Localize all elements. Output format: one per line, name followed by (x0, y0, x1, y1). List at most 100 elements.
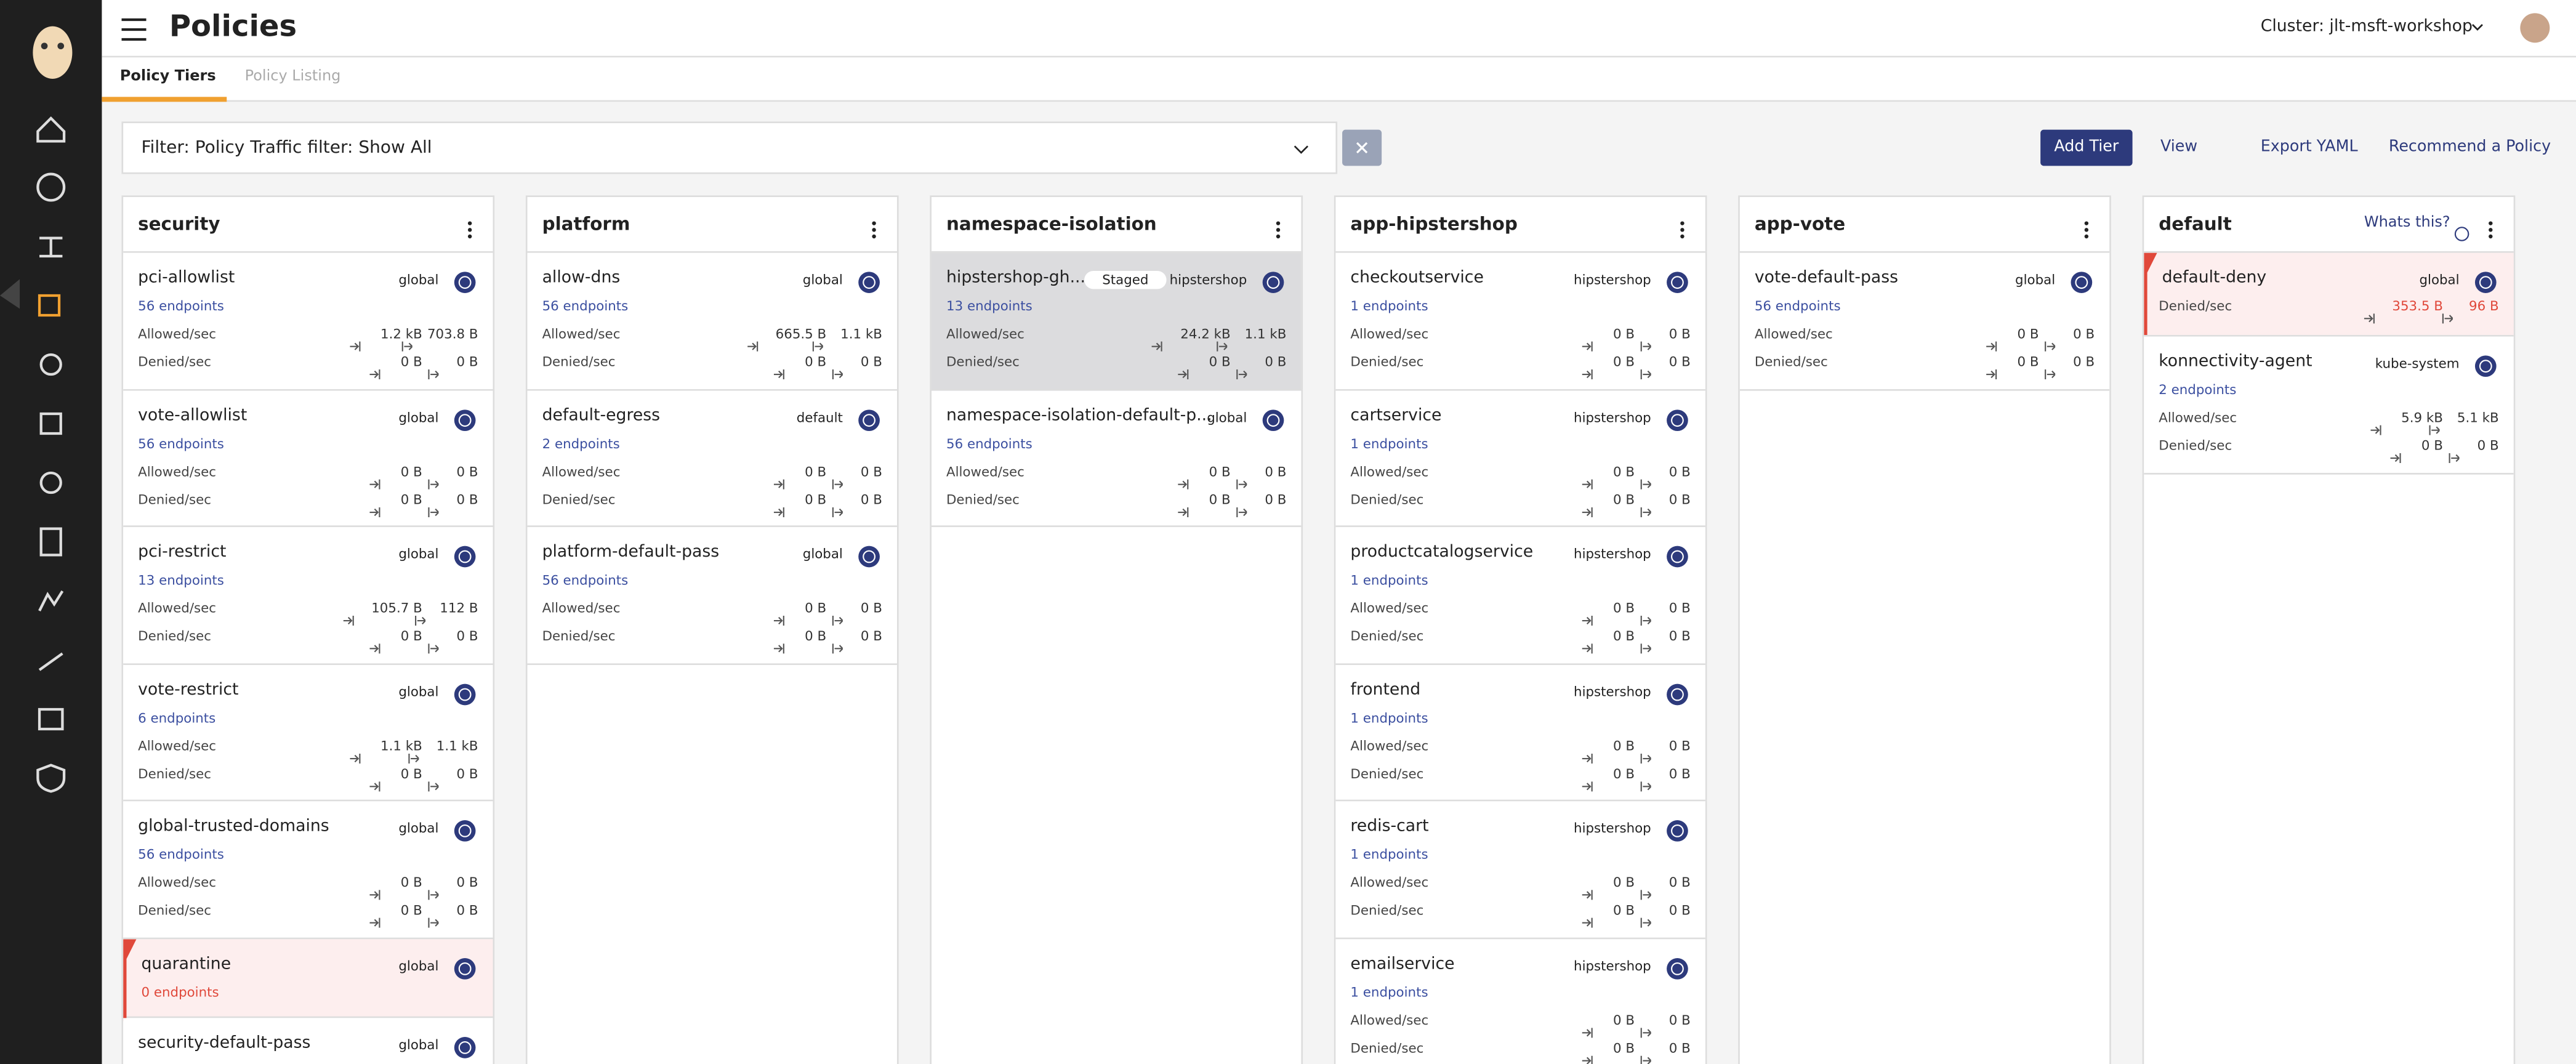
policy-card[interactable]: global-trusted-domains global 56 endpoints… (123, 801, 493, 939)
policy-scope: hipstershop (1574, 272, 1651, 288)
stat-out: 1.1 kB (1244, 326, 1287, 342)
policy-card[interactable]: quarantine global 0 endpoints (123, 938, 493, 1021)
endpoints-link[interactable]: 13 endpoints (138, 573, 224, 588)
nav-endpoints[interactable] (39, 412, 62, 435)
policy-card[interactable]: allow-dns global 56 endpoints Allowed/sec 66… (527, 252, 897, 390)
policy-card[interactable]: pci-allowlist global 56 endpoints Allowed/s… (123, 252, 493, 390)
help-icon (2454, 217, 2469, 241)
stat-out: 0 B (1668, 326, 1691, 342)
endpoints-link[interactable]: 1 endpoints (1350, 984, 1428, 999)
endpoints-link[interactable]: 2 endpoints (542, 436, 620, 451)
policy-card[interactable]: vote-allowlist global 56 endpoints Allowed/… (123, 390, 493, 528)
export-yaml[interactable]: Export YAML (2260, 138, 2358, 156)
nav-security[interactable] (36, 764, 66, 793)
tier-menu (2083, 215, 2090, 239)
cluster-caret (2471, 24, 2483, 31)
stat-label: Allowed/sec (1350, 875, 1429, 890)
endpoints-link[interactable]: 1 endpoints (1350, 573, 1428, 588)
endpoints-link[interactable]: 56 endpoints (542, 573, 629, 588)
policy-card[interactable]: platform-default-pass global 56 endpoints A… (527, 527, 897, 664)
nav-home[interactable] (36, 116, 66, 143)
add-tier-button[interactable]: Add Tier (2040, 129, 2133, 166)
policy-card[interactable]: default-egress default 2 endpoints Allowed/… (527, 390, 897, 528)
nav-alerts[interactable] (38, 652, 63, 671)
scope-icon (2474, 353, 2497, 377)
cluster-select[interactable]: Cluster: jlt-msft-workshop (2260, 18, 2473, 36)
in-icon (1582, 768, 1596, 791)
endpoints-link[interactable]: 56 endpoints (1754, 299, 1841, 314)
menu-button[interactable] (121, 18, 148, 41)
policy-card[interactable]: vote-restrict global 6 endpoints Allowed/se… (123, 664, 493, 802)
endpoints-link[interactable]: 56 endpoints (138, 299, 224, 314)
policy-card[interactable]: default-deny global Denied/sec 353.5 B 96 B (2144, 252, 2514, 337)
nav-nodes[interactable] (39, 471, 62, 494)
endpoints-link[interactable]: 56 endpoints (138, 436, 224, 451)
stat-out: 703.8 B (427, 326, 478, 342)
stat-label: Denied/sec (2159, 438, 2232, 454)
nav-network[interactable] (39, 353, 62, 376)
stat-out: 0 B (1668, 766, 1691, 781)
stat-label: Denied/sec (2159, 299, 2232, 314)
endpoints-link[interactable]: 2 endpoints (2159, 382, 2237, 398)
tier-header (123, 197, 493, 253)
policy-card[interactable]: emailservice hipstershop 1 endpoints Allowe… (1335, 938, 1705, 1064)
policy-card[interactable]: redis-cart hipstershop 1 endpoints Allowed/… (1335, 801, 1705, 939)
view-menu[interactable]: View (2160, 138, 2198, 156)
in-icon (1582, 493, 1596, 517)
whats-this-link[interactable]: Whats this? (2364, 215, 2450, 232)
avatar[interactable] (2520, 13, 2550, 43)
endpoints-link[interactable]: 13 endpoints (946, 299, 1032, 314)
policy-card[interactable]: vote-default-pass global 56 endpoints Allow… (1739, 252, 2110, 390)
policy-name: konnectivity-agent (2159, 353, 2312, 371)
policy-card[interactable]: hipstershop-gh... Staged hipstershop 13 end… (931, 252, 1302, 390)
policy-card[interactable]: security-default-pass global (123, 1017, 493, 1064)
tab[interactable]: Policy Listing (244, 69, 341, 86)
scope-icon (858, 406, 880, 430)
policy-scope: global (802, 547, 843, 562)
in-icon (1582, 1042, 1596, 1064)
nav-compliance[interactable] (39, 527, 62, 557)
stat-out: 96 B (2469, 299, 2499, 314)
logo (33, 26, 73, 79)
nav-policies[interactable] (38, 294, 61, 317)
stat-in: 0 B (2421, 438, 2443, 454)
policy-card[interactable]: productcatalogservice hipstershop 1 endpoi… (1335, 527, 1705, 664)
scope-icon (1262, 406, 1284, 430)
endpoints-link[interactable]: 56 endpoints (542, 299, 629, 314)
policy-scope: global (2419, 272, 2460, 288)
filter-box[interactable]: Filter: Policy Traffic filter: Show All (121, 121, 1338, 174)
endpoints-link[interactable]: 1 endpoints (1350, 710, 1428, 725)
scope-icon (1666, 818, 1689, 842)
tab[interactable]: Policy Tiers (119, 69, 216, 86)
recommend-policy[interactable]: Recommend a Policy (2388, 138, 2551, 156)
policy-name: default-egress (542, 406, 661, 425)
policy-card[interactable]: pci-restrict global 13 endpoints Allowed/se… (123, 527, 493, 664)
nav-storage[interactable] (38, 707, 64, 731)
endpoints-link[interactable]: 1 endpoints (1350, 436, 1428, 451)
endpoints-link[interactable]: 56 endpoints (138, 847, 224, 863)
endpoints-link[interactable]: 1 endpoints (1350, 299, 1428, 314)
policy-name: redis-cart (1350, 818, 1429, 836)
clear-filter[interactable] (1342, 129, 1382, 166)
nav-reports[interactable] (38, 590, 64, 611)
endpoints-link[interactable]: 1 endpoints (1350, 847, 1428, 863)
policy-card[interactable]: frontend hipstershop 1 endpoints Allowed/se… (1335, 664, 1705, 802)
policy-card[interactable]: checkoutservice hipstershop 1 endpoints All… (1335, 252, 1705, 390)
endpoints-link[interactable]: 0 endpoints (141, 984, 219, 999)
nav-graph[interactable] (39, 236, 63, 258)
endpoints-link[interactable]: 56 endpoints (946, 436, 1032, 451)
policy-name: hipstershop-gh... (946, 269, 1086, 288)
tier-menu (467, 215, 473, 239)
stat-out: 0 B (860, 491, 882, 507)
policy-card[interactable]: namespace-isolation-default-p... global 56… (931, 390, 1302, 528)
tier-header (931, 197, 1302, 253)
policy-card[interactable]: konnectivity-agent kube-system 2 endpoints… (2144, 336, 2514, 474)
stat-out: 0 B (456, 464, 478, 479)
out-icon (1638, 740, 1653, 763)
stat-label: Allowed/sec (138, 601, 217, 616)
stat-in: 0 B (400, 766, 422, 781)
in-icon (774, 357, 787, 380)
endpoints-link[interactable]: 6 endpoints (138, 710, 216, 725)
policy-card[interactable]: cartservice hipstershop 1 endpoints Allowed… (1335, 390, 1705, 528)
nav-dashboard[interactable] (36, 172, 66, 202)
